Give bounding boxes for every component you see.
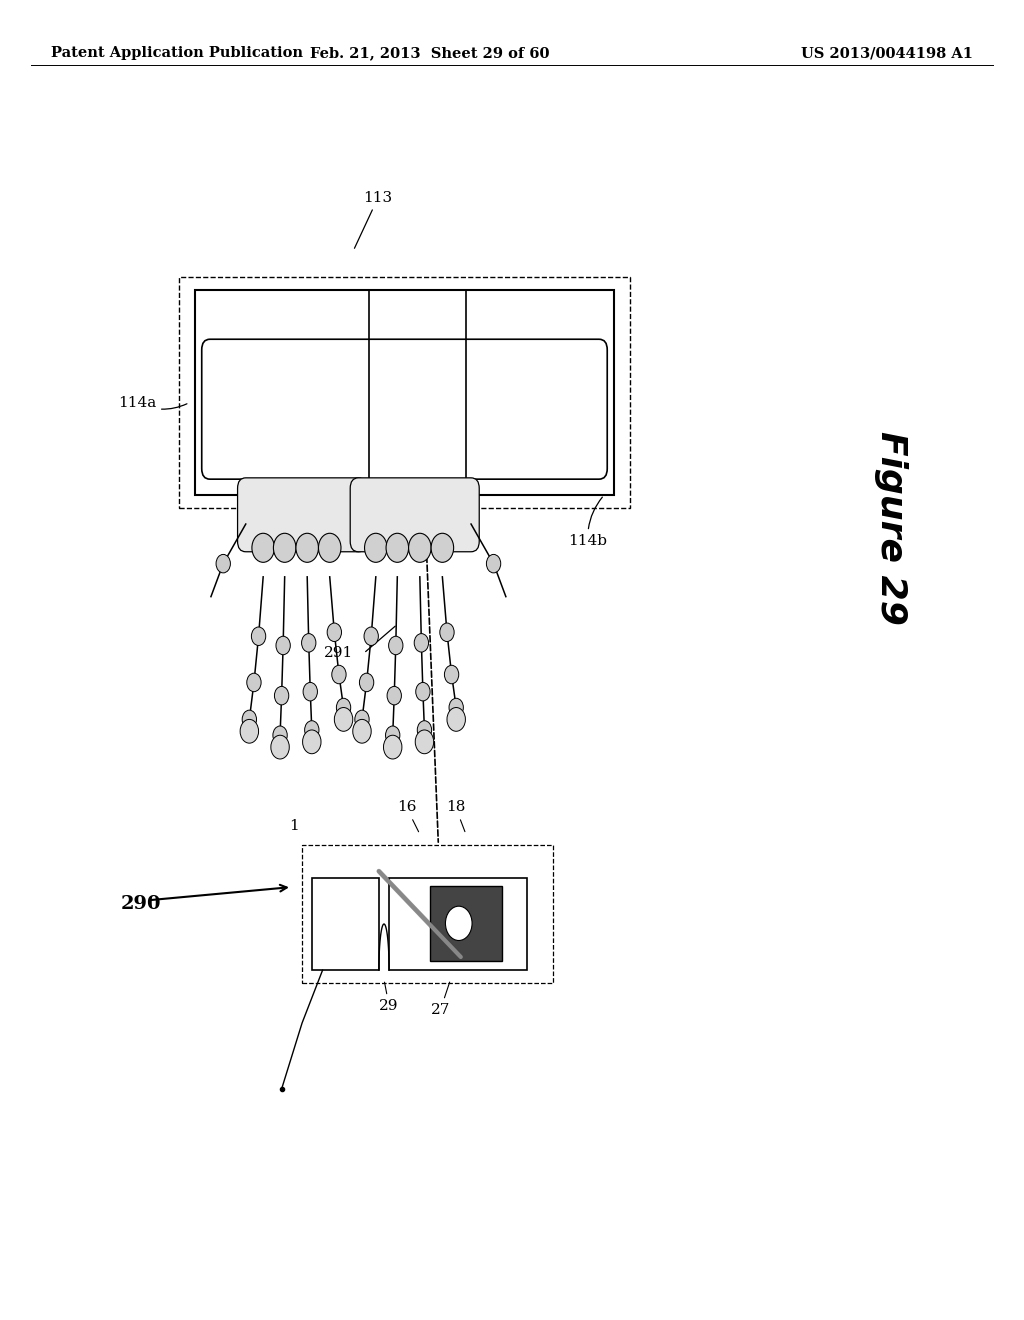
Circle shape — [328, 623, 342, 642]
FancyBboxPatch shape — [350, 478, 479, 552]
Text: 27: 27 — [431, 982, 450, 1018]
Text: 114b: 114b — [568, 498, 607, 548]
Circle shape — [416, 730, 434, 754]
Text: Feb. 21, 2013  Sheet 29 of 60: Feb. 21, 2013 Sheet 29 of 60 — [310, 46, 550, 61]
Circle shape — [270, 735, 289, 759]
Circle shape — [242, 710, 256, 729]
Circle shape — [332, 665, 346, 684]
FancyBboxPatch shape — [238, 478, 367, 552]
Circle shape — [318, 533, 341, 562]
Circle shape — [431, 533, 454, 562]
Circle shape — [387, 686, 401, 705]
Circle shape — [444, 665, 459, 684]
Circle shape — [272, 726, 287, 744]
Bar — [179, 277, 630, 508]
Text: 290: 290 — [121, 895, 162, 913]
Text: 16: 16 — [396, 800, 419, 832]
Bar — [302, 845, 553, 983]
Circle shape — [389, 636, 403, 655]
Circle shape — [252, 627, 266, 645]
Circle shape — [247, 673, 261, 692]
Circle shape — [365, 533, 387, 562]
Bar — [430, 886, 502, 961]
Text: 114a: 114a — [118, 396, 187, 409]
Circle shape — [365, 627, 379, 645]
Text: 1: 1 — [289, 820, 299, 833]
Circle shape — [450, 698, 464, 717]
Circle shape — [359, 673, 374, 692]
Circle shape — [409, 533, 431, 562]
Circle shape — [355, 710, 370, 729]
Circle shape — [447, 708, 466, 731]
Circle shape — [216, 554, 230, 573]
Circle shape — [303, 682, 317, 701]
Circle shape — [440, 623, 455, 642]
Circle shape — [383, 735, 401, 759]
Circle shape — [416, 682, 430, 701]
Bar — [195, 290, 614, 495]
Text: US 2013/0044198 A1: US 2013/0044198 A1 — [801, 46, 973, 61]
Text: 18: 18 — [446, 800, 465, 832]
Text: 113: 113 — [354, 190, 392, 248]
Circle shape — [386, 533, 409, 562]
Circle shape — [240, 719, 258, 743]
Circle shape — [301, 634, 315, 652]
Circle shape — [352, 719, 372, 743]
Circle shape — [303, 730, 322, 754]
Text: Figure 29: Figure 29 — [873, 432, 908, 624]
Bar — [312, 878, 379, 970]
Circle shape — [274, 686, 289, 705]
Circle shape — [385, 726, 399, 744]
Circle shape — [445, 906, 472, 940]
Circle shape — [414, 634, 429, 652]
Text: 29: 29 — [379, 982, 399, 1014]
Circle shape — [252, 533, 274, 562]
Circle shape — [418, 721, 432, 739]
Circle shape — [275, 636, 291, 655]
Circle shape — [336, 698, 350, 717]
Text: Patent Application Publication: Patent Application Publication — [51, 46, 303, 61]
Circle shape — [296, 533, 318, 562]
Circle shape — [334, 708, 352, 731]
Circle shape — [273, 533, 296, 562]
Circle shape — [486, 554, 501, 573]
Circle shape — [305, 721, 319, 739]
Text: 291: 291 — [324, 647, 353, 660]
Bar — [389, 878, 527, 970]
